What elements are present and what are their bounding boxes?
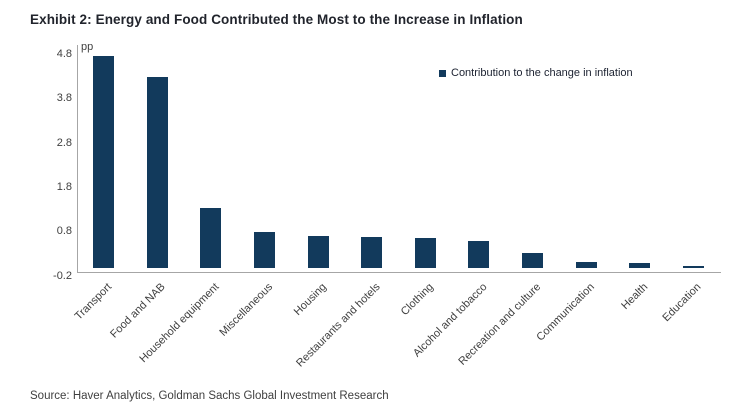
bar-alcohol-and-tobacco — [468, 241, 490, 268]
x-category-label-food-and-nab: Food and NAB — [108, 281, 168, 341]
bar-transport — [93, 55, 115, 268]
y-tick-label: 3.8 — [56, 92, 72, 105]
y-tick-label: -0.2 — [53, 269, 72, 282]
y-tick-label: 2.8 — [56, 136, 72, 149]
x-category-label-transport: Transport — [72, 281, 115, 323]
plot-area: pp — [77, 41, 721, 273]
y-tick-label: 0.8 — [56, 225, 72, 238]
y-tick-label: 1.8 — [56, 181, 72, 194]
chart-title: Exhibit 2: Energy and Food Contributed t… — [30, 12, 523, 27]
source-note: Source: Haver Analytics, Goldman Sachs G… — [30, 390, 389, 402]
legend-label: Contribution to the change in inflation — [451, 67, 633, 79]
x-category-label-education: Education — [660, 281, 704, 325]
bar-recreation-and-culture — [521, 253, 543, 268]
bar-clothing — [414, 238, 436, 268]
x-category-label-miscellaneous: Miscellaneous — [217, 281, 276, 339]
x-category-label-housing: Housing — [291, 281, 329, 319]
bar-restaurants-and-hotels — [361, 236, 383, 268]
x-category-label-clothing: Clothing — [398, 281, 436, 319]
bar-housing — [307, 236, 329, 268]
y-tick-label: 4.8 — [56, 47, 72, 60]
bar-education — [682, 266, 704, 268]
x-category-label-health: Health — [619, 281, 651, 312]
bar-household-equipment — [200, 207, 222, 268]
x-category-label-communication: Communication — [534, 281, 597, 344]
bar-health — [629, 263, 651, 268]
bar-miscellaneous — [254, 232, 276, 268]
bar-communication — [575, 262, 597, 268]
legend-square-icon — [439, 69, 446, 77]
bar-food-and-nab — [146, 76, 168, 268]
y-axis-unit-label: pp — [81, 41, 94, 53]
chart-legend: Contribution to the change in inflation — [439, 67, 633, 79]
